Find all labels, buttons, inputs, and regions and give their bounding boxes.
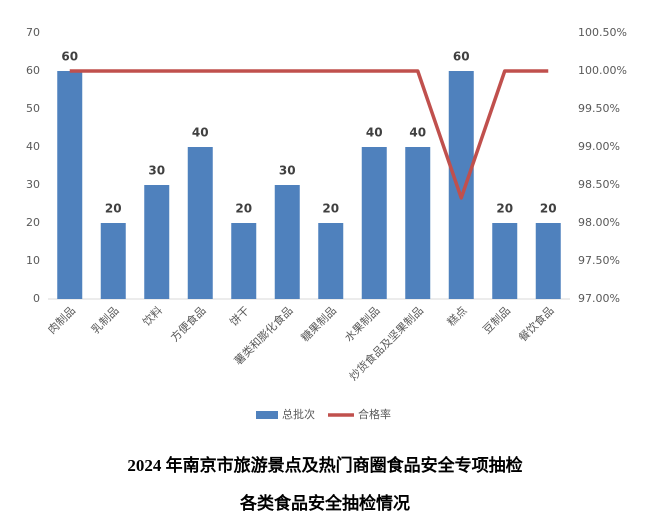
- chart-title: 2024 年南京市旅游景点及热门商圈食品安全专项抽检: [127, 455, 522, 475]
- y2-tick-label: 98.00%: [578, 216, 620, 229]
- bar: [535, 223, 561, 299]
- legend-label: 总批次: [282, 407, 315, 421]
- y-tick-label: 10: [26, 254, 40, 267]
- bar: [274, 185, 300, 299]
- value-label: 40: [366, 126, 383, 140]
- y-tick-label: 70: [26, 26, 40, 39]
- bar: [187, 147, 213, 299]
- x-tick-label: 饼干: [227, 303, 252, 328]
- bar: [492, 223, 518, 299]
- chart-subtitle: 各类食品安全抽检情况: [239, 493, 410, 513]
- value-label: 20: [496, 202, 513, 216]
- value-label: 20: [235, 202, 252, 216]
- bar: [57, 71, 83, 299]
- y-tick-label: 50: [26, 102, 40, 115]
- legend-label: 合格率: [358, 407, 391, 421]
- x-tick-label: 肉制品: [45, 304, 78, 337]
- value-label: 60: [61, 50, 78, 64]
- x-tick-label: 水果制品: [342, 304, 382, 344]
- bar: [318, 223, 344, 299]
- y-tick-label: 30: [26, 178, 40, 191]
- y2-tick-label: 99.50%: [578, 102, 620, 115]
- bar: [405, 147, 431, 299]
- y-tick-label: 20: [26, 216, 40, 229]
- value-label: 60: [453, 50, 470, 64]
- y-tick-label: 0: [33, 292, 40, 305]
- y-tick-label: 60: [26, 64, 40, 77]
- value-label: 40: [409, 126, 426, 140]
- value-label: 20: [105, 202, 122, 216]
- y-tick-label: 40: [26, 140, 40, 153]
- x-tick-label: 糖果制品: [298, 303, 339, 344]
- bar: [100, 223, 126, 299]
- x-tick-label: 乳制品: [89, 304, 122, 337]
- bar: [448, 71, 474, 299]
- y2-tick-label: 100.00%: [578, 64, 627, 77]
- x-tick-label: 方便食品: [167, 303, 208, 344]
- value-label: 30: [148, 164, 165, 178]
- x-tick-label: 饮料: [140, 303, 165, 328]
- line: [69, 69, 549, 200]
- x-tick-label: 炒货食品及坚果制品: [346, 303, 426, 383]
- y2-tick-label: 98.50%: [578, 178, 620, 191]
- value-label: 30: [279, 164, 296, 178]
- y2-tick-label: 100.50%: [578, 26, 627, 39]
- bar: [361, 147, 387, 299]
- value-label: 40: [192, 126, 209, 140]
- legend-swatch: [256, 411, 278, 419]
- x-tick-label: 餐饮食品: [515, 303, 556, 344]
- y2-tick-label: 99.00%: [578, 140, 620, 153]
- bar: [231, 223, 257, 299]
- value-label: 20: [540, 202, 557, 216]
- bar: [144, 185, 170, 299]
- x-tick-label: 豆制品: [480, 304, 513, 337]
- value-label: 20: [322, 202, 339, 216]
- y2-tick-label: 97.00%: [578, 292, 620, 305]
- x-tick-label: 糕点: [444, 303, 469, 328]
- y2-tick-label: 97.50%: [578, 254, 620, 267]
